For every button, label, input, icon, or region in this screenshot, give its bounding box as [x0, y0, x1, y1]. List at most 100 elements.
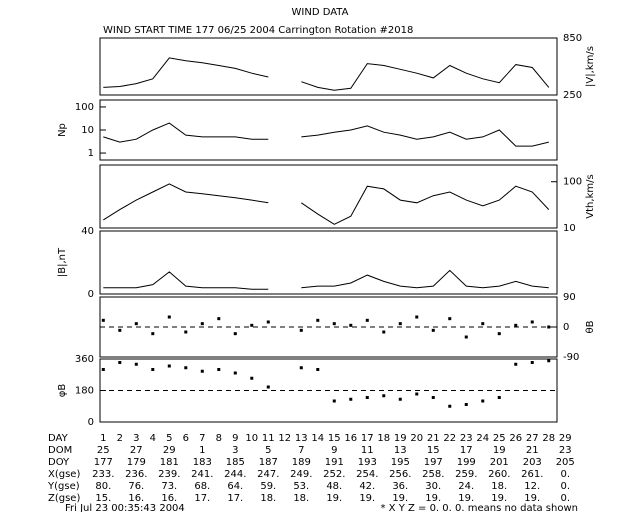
table-cell: 0. — [560, 493, 570, 504]
table-cell: 64. — [227, 481, 243, 492]
y-axis-label: Np — [57, 123, 68, 137]
chart-title: WIND DATA — [292, 7, 349, 18]
table-cell: 0. — [560, 481, 570, 492]
table-cell: 18. — [491, 481, 507, 492]
panel-frame — [99, 164, 558, 229]
data-point — [200, 369, 204, 373]
data-point — [365, 318, 369, 322]
y-tick-label: 0 — [88, 417, 94, 428]
table-cell: 236. — [125, 469, 147, 480]
table-cell: 244. — [224, 469, 246, 480]
table-cell: 17. — [194, 493, 210, 504]
data-point — [514, 362, 518, 366]
table-cell: 16 — [344, 433, 357, 444]
table-cell: 258. — [422, 469, 444, 480]
table-cell: 189 — [292, 457, 311, 468]
y-tick-label: 100 — [75, 102, 94, 113]
table-cell: 21 — [526, 445, 539, 456]
data-point — [547, 325, 551, 329]
table-cell: 185 — [226, 457, 245, 468]
panel-frame — [99, 230, 558, 295]
table-cell: 1 — [100, 433, 106, 444]
panel-frame — [99, 37, 558, 96]
y-tick-label: 0 — [563, 322, 569, 333]
timestamp: Fri Jul 23 00:35:43 2004 — [65, 503, 185, 512]
data-point — [151, 332, 155, 336]
table-cell: 261. — [521, 469, 543, 480]
table-cell: 12 — [278, 433, 291, 444]
table-cell: 17 — [460, 445, 473, 456]
table-cell: 17 — [361, 433, 374, 444]
data-point — [464, 403, 468, 406]
table-cell: 48. — [326, 481, 342, 492]
data-point — [481, 399, 485, 403]
row-label: X(gse) — [48, 469, 80, 480]
table-cell: 3 — [133, 433, 139, 444]
data-point — [266, 320, 270, 324]
table-cell: 239. — [158, 469, 180, 480]
table-cell: 193 — [358, 457, 377, 468]
table-cell: 195 — [391, 457, 410, 468]
table-cell: 19. — [458, 493, 474, 504]
data-point — [167, 364, 171, 368]
table-cell: 191 — [325, 457, 344, 468]
y-tick-label: 10 — [81, 125, 94, 136]
data-point — [316, 318, 320, 322]
data-point — [200, 322, 204, 326]
table-cell: 19 — [493, 445, 506, 456]
y-tick-label: 10 — [563, 223, 576, 234]
table-cell: 5 — [166, 433, 172, 444]
data-point — [316, 368, 320, 371]
data-point — [497, 332, 501, 336]
table-cell: 21 — [427, 433, 440, 444]
table-cell: 197 — [424, 457, 443, 468]
table-cell: 22 — [443, 433, 456, 444]
data-point — [431, 396, 435, 399]
table-cell: 15 — [427, 445, 440, 456]
table-cell: 8 — [216, 433, 222, 444]
table-cell: 4 — [150, 433, 156, 444]
table-cell: 249. — [290, 469, 312, 480]
table-cell: 6 — [183, 433, 189, 444]
data-point — [151, 368, 155, 371]
row-label: DOM — [48, 445, 72, 456]
table-cell: 18. — [260, 493, 276, 504]
data-point — [299, 328, 303, 332]
table-cell: 247. — [257, 469, 279, 480]
table-cell: 2 — [117, 433, 123, 444]
data-point — [217, 368, 221, 371]
table-cell: 24. — [458, 481, 474, 492]
data-point — [398, 322, 402, 326]
data-point — [349, 323, 353, 327]
table-cell: 199 — [457, 457, 476, 468]
table-cell: 25 — [493, 433, 506, 444]
data-point — [233, 371, 237, 375]
table-cell: 179 — [127, 457, 146, 468]
data-point — [118, 361, 122, 364]
table-cell: 241. — [191, 469, 213, 480]
table-cell: 19. — [491, 493, 507, 504]
data-point — [514, 323, 518, 327]
data-point — [448, 317, 452, 321]
table-cell: 9 — [331, 445, 337, 456]
table-cell: 23 — [559, 445, 572, 456]
y-tick-label: 0 — [88, 289, 94, 300]
table-cell: 19. — [392, 493, 408, 504]
table-cell: 12. — [524, 481, 540, 492]
table-cell: 19. — [425, 493, 441, 504]
row-label: Z(gse) — [48, 493, 80, 504]
y-tick-label: 90 — [563, 292, 576, 303]
data-point — [415, 315, 419, 319]
table-cell: 187 — [259, 457, 278, 468]
table-cell: 19. — [359, 493, 375, 504]
table-cell: 19. — [326, 493, 342, 504]
data-line — [103, 122, 549, 147]
data-point — [481, 322, 485, 326]
table-cell: 13 — [295, 433, 308, 444]
y-tick-label: 360 — [75, 354, 94, 365]
table-cell: 183 — [193, 457, 212, 468]
y-tick-label: 100 — [563, 177, 582, 188]
y-axis-label: |V|,km/s — [585, 46, 596, 87]
data-point — [184, 330, 188, 334]
data-point — [332, 322, 336, 326]
